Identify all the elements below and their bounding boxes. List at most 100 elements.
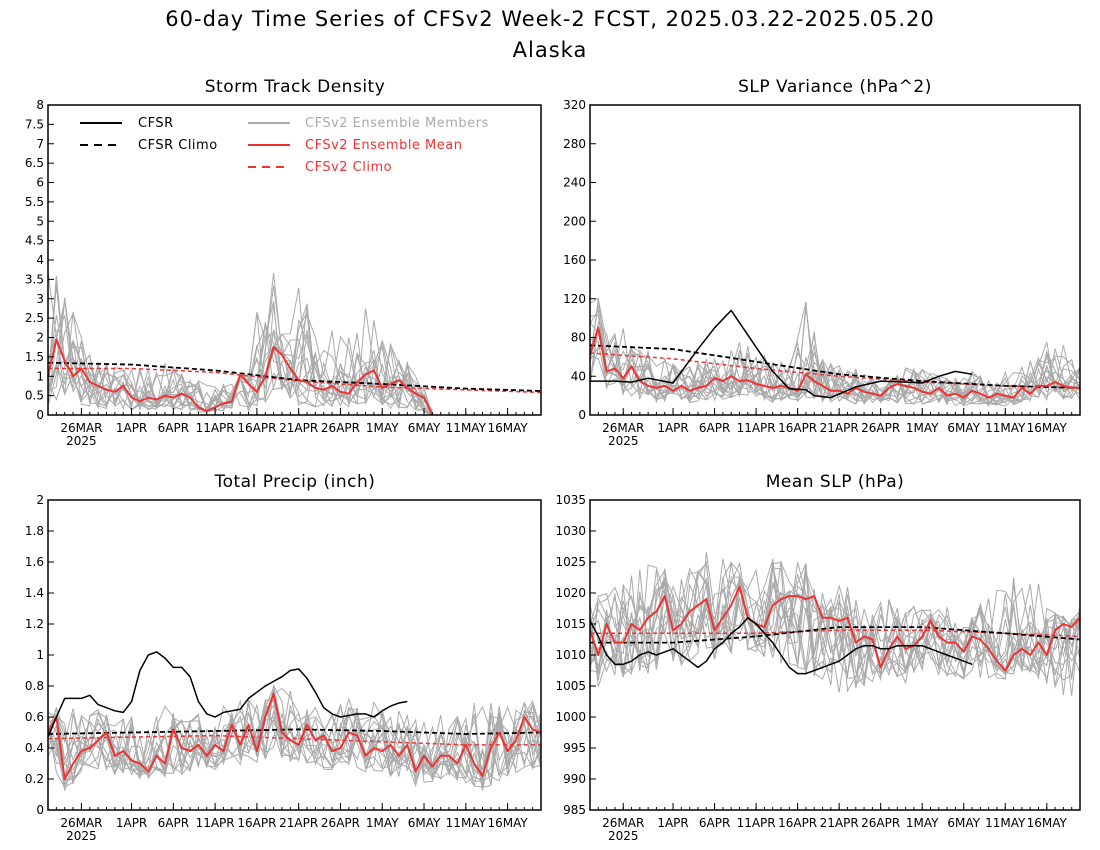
y-tick-label: 1.6 [25, 555, 44, 569]
x-tick-label: 21APR [279, 421, 318, 435]
y-tick-label: 1.5 [25, 350, 44, 364]
ensemble-member-line [590, 304, 1080, 404]
y-tick-label: 3 [36, 292, 44, 306]
ensemble-member-line [48, 287, 433, 415]
ensemble-member-line [48, 703, 541, 782]
cfsr-climo-line [48, 728, 541, 735]
y-tick-label: 80 [571, 331, 586, 345]
ensemble-member-line [48, 685, 541, 791]
x-tick-label: 11APR [196, 816, 235, 830]
x-tick-label: 16MAY [487, 421, 528, 435]
y-tick-label: 200 [563, 214, 586, 228]
x-tick-label: 11APR [196, 421, 235, 435]
y-tick-label: 40 [571, 369, 586, 383]
x-tick-label: 16APR [778, 421, 817, 435]
x-tick-label: 11MAY [985, 816, 1026, 830]
x-tick-label: 26APR [861, 421, 900, 435]
y-tick-label: 1005 [555, 679, 586, 693]
x-tick-label: 11MAY [446, 816, 487, 830]
y-tick-label: 7.5 [25, 117, 44, 131]
x-year-label: 2025 [608, 434, 639, 448]
y-tick-label: 0 [36, 408, 44, 422]
y-tick-label: 2 [36, 331, 44, 345]
x-tick-label: 16MAY [1027, 816, 1068, 830]
legend-label-members: CFSv2 Ensemble Members [305, 116, 489, 131]
ensemble-mean-line [590, 326, 1080, 399]
y-tick-label: 1 [36, 369, 44, 383]
x-tick-label: 11MAY [446, 421, 487, 435]
y-tick-label: 240 [563, 176, 586, 190]
x-tick-label: 16APR [237, 421, 276, 435]
x-tick-label: 26MAR [60, 421, 102, 435]
y-tick-label: 320 [563, 98, 586, 112]
y-tick-label: 2 [36, 493, 44, 507]
x-tick-label: 1MAY [366, 816, 399, 830]
y-tick-label: 1035 [555, 493, 586, 507]
cfsr-line [48, 651, 408, 738]
y-tick-label: 1.4 [25, 586, 44, 600]
x-tick-label: 1MAY [906, 421, 939, 435]
plot-area [48, 272, 541, 415]
panel-title: SLP Variance (hPa^2) [738, 77, 932, 97]
cfsr-line [590, 309, 973, 399]
plot-area [48, 651, 541, 791]
legend-label-cfsr-climo: CFSR Climo [138, 138, 218, 153]
x-tick-label: 21APR [820, 816, 859, 830]
ensemble-member-line [590, 332, 1080, 405]
y-tick-label: 8 [36, 98, 44, 112]
x-year-label: 2025 [66, 434, 97, 448]
y-tick-label: 1025 [555, 555, 586, 569]
legend-label-cfsv2-climo: CFSv2 Climo [305, 160, 392, 175]
x-tick-label: 1APR [116, 421, 147, 435]
x-tick-label: 11MAY [985, 421, 1026, 435]
x-tick-label: 6APR [158, 816, 189, 830]
plot-frame [589, 499, 1081, 811]
y-tick-label: 0.8 [25, 679, 44, 693]
cfsr-climo-line [590, 626, 1080, 644]
ensemble-member-line [590, 301, 1080, 407]
y-tick-label: 3.5 [25, 272, 44, 286]
legend-label-mean: CFSv2 Ensemble Mean [305, 138, 462, 153]
x-tick-label: 11APR [737, 816, 776, 830]
x-year-label: 2025 [608, 829, 639, 843]
y-tick-label: 0.6 [25, 710, 44, 724]
y-tick-label: 5.5 [25, 195, 44, 209]
x-tick-label: 16MAY [487, 816, 528, 830]
y-tick-label: 7 [36, 137, 44, 151]
panel-title: Storm Track Density [205, 77, 386, 97]
y-tick-label: 280 [563, 137, 586, 151]
y-tick-label: 120 [563, 292, 586, 306]
ensemble-member-line [590, 326, 1080, 406]
y-tick-label: 0.2 [25, 772, 44, 786]
x-tick-label: 1APR [657, 816, 688, 830]
panel-storm-track-density: Storm Track Density 0 0.5 1 1.5 2 2.5 3 3.5 4 4.5… [25, 77, 542, 448]
y-tick-label: 0.4 [25, 741, 44, 755]
ensemble-member-line [590, 567, 1080, 696]
y-tick-label: 990 [563, 772, 586, 786]
y-tick-label: 1.8 [25, 524, 44, 538]
y-tick-label: 1030 [555, 524, 586, 538]
x-tick-label: 21APR [820, 421, 859, 435]
y-tick-label: 1.2 [25, 617, 44, 631]
y-tick-label: 1010 [555, 648, 586, 662]
x-tick-label: 6MAY [947, 816, 980, 830]
panel-mean-slp: Mean SLP (hPa) 985 990 995 1000 1005 1010 1015… [555, 472, 1081, 843]
legend-label-cfsr: CFSR [138, 116, 174, 131]
y-tick-label: 5 [36, 214, 44, 228]
y-tick-label: 0 [36, 803, 44, 817]
x-tick-label: 16MAY [1027, 421, 1068, 435]
y-tick-label: 0.5 [25, 389, 44, 403]
panel-total-precip: Total Precip (inch) 0 0.2 0.4 0.6 0.8 1 1.2 1.4… [25, 472, 542, 843]
panel-slp-variance: SLP Variance (hPa^2) 0 40 80 120 160 200 240 28… [563, 77, 1081, 448]
legend: CFSR CFSR Climo CFSv2 Ensemble Members C… [80, 116, 489, 175]
y-tick-label: 1020 [555, 586, 586, 600]
y-tick-label: 2.5 [25, 311, 44, 325]
x-tick-label: 1MAY [906, 816, 939, 830]
x-tick-label: 16APR [237, 816, 276, 830]
panel-title: Mean SLP (hPa) [766, 472, 905, 492]
panel-title: Total Precip (inch) [214, 472, 376, 492]
ensemble-member-line [48, 704, 541, 788]
x-tick-label: 21APR [279, 816, 318, 830]
x-tick-label: 26APR [861, 816, 900, 830]
x-tick-label: 26MAR [602, 421, 644, 435]
